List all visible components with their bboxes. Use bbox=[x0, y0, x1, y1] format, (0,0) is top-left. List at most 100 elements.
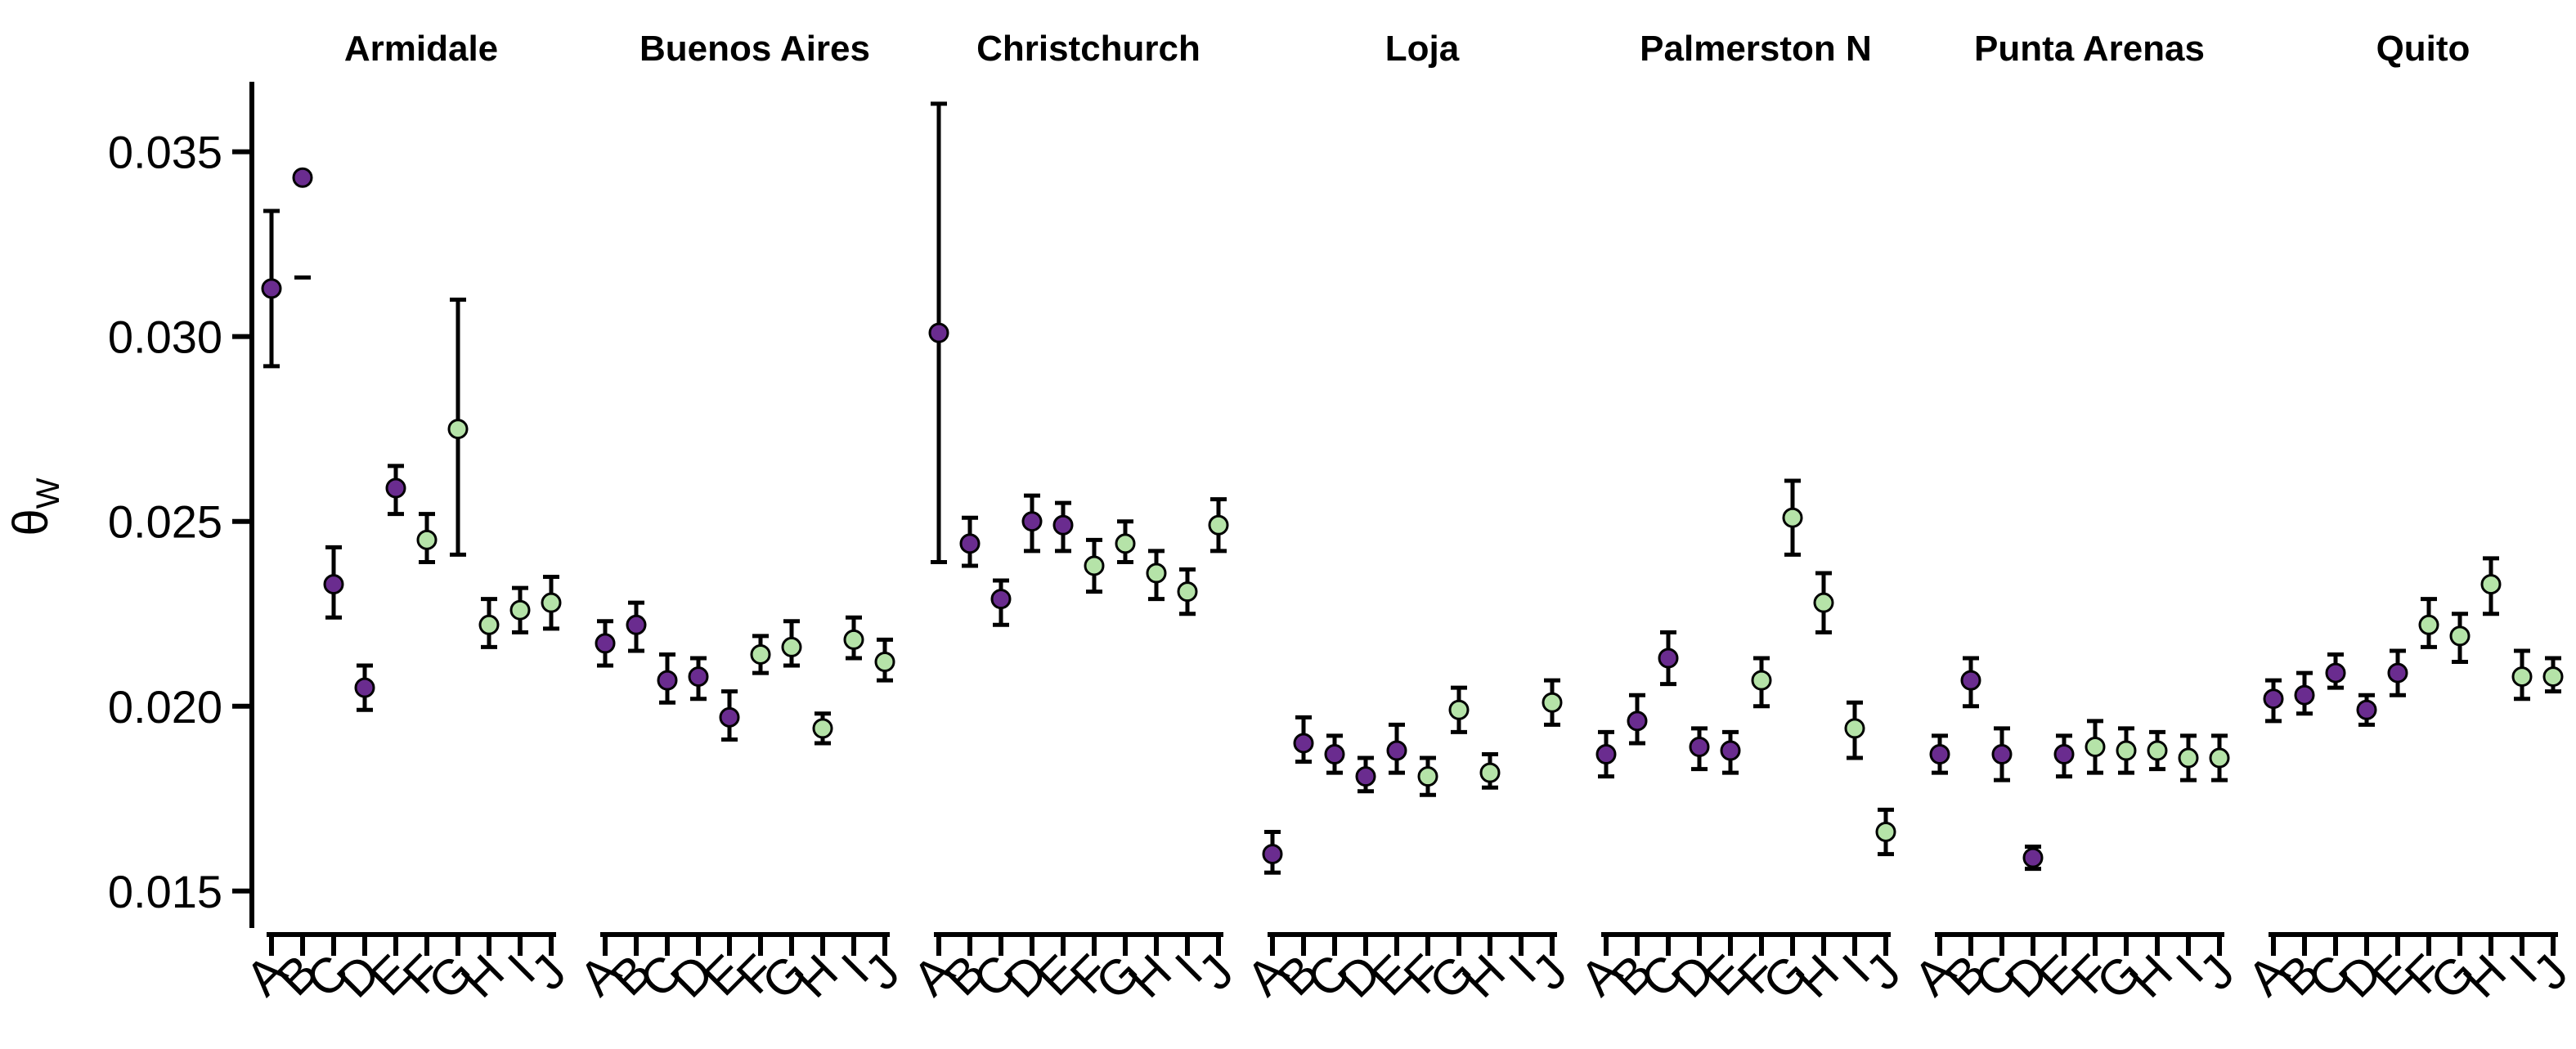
point-marker bbox=[1084, 555, 1105, 576]
point-marker bbox=[385, 477, 406, 499]
point-marker bbox=[1293, 733, 1314, 754]
data-point-B bbox=[1960, 656, 1981, 709]
point-marker bbox=[1960, 670, 1981, 691]
data-point-G bbox=[1115, 519, 1136, 564]
panel-title: Armidale bbox=[344, 29, 498, 69]
data-point-I bbox=[1177, 567, 1198, 616]
point-marker bbox=[1542, 692, 1563, 713]
point-marker bbox=[1720, 740, 1741, 761]
point-marker bbox=[1448, 699, 1470, 720]
point-marker bbox=[2542, 666, 2564, 688]
data-point-E bbox=[385, 464, 406, 517]
data-point-D bbox=[2356, 693, 2377, 727]
data-point-E bbox=[1052, 500, 1074, 554]
data-point-G bbox=[2449, 612, 2471, 664]
data-point-C bbox=[1658, 630, 1679, 687]
data-point-A bbox=[1595, 729, 1617, 779]
data-point-J bbox=[2542, 656, 2564, 694]
point-marker bbox=[1417, 766, 1438, 787]
data-point-F bbox=[1417, 755, 1438, 797]
data-point-I bbox=[2178, 733, 2199, 782]
point-marker bbox=[2387, 662, 2408, 684]
data-point-E bbox=[1386, 722, 1407, 775]
data-point-B bbox=[1627, 693, 1648, 746]
data-point-C bbox=[657, 652, 678, 705]
point-marker bbox=[2022, 847, 2044, 868]
data-point-J bbox=[2209, 733, 2230, 782]
data-point-I bbox=[843, 615, 864, 661]
data-point-B bbox=[626, 600, 647, 653]
point-marker bbox=[478, 614, 500, 635]
point-marker bbox=[1929, 744, 1950, 765]
y-tick-label: 0.015 bbox=[108, 866, 222, 917]
point-marker bbox=[416, 529, 438, 550]
data-point-J bbox=[1208, 497, 1229, 554]
point-marker bbox=[626, 614, 647, 635]
point-marker bbox=[959, 533, 981, 554]
point-marker bbox=[874, 652, 895, 672]
point-marker bbox=[1021, 511, 1043, 532]
point-marker bbox=[1177, 581, 1198, 603]
data-point-I bbox=[1844, 700, 1865, 760]
point-marker bbox=[1844, 718, 1865, 739]
point-marker bbox=[2209, 747, 2230, 769]
data-point-G bbox=[781, 619, 802, 668]
data-point-A bbox=[1929, 733, 1950, 775]
point-marker bbox=[1991, 744, 2013, 765]
data-point-H bbox=[1146, 549, 1167, 602]
data-point-G bbox=[447, 297, 469, 557]
point-marker bbox=[781, 636, 802, 657]
point-marker bbox=[447, 419, 469, 440]
data-point-B bbox=[2294, 670, 2315, 716]
data-point-J bbox=[541, 575, 562, 631]
point-marker bbox=[657, 670, 678, 691]
data-point-G bbox=[1448, 685, 1470, 734]
point-marker bbox=[2178, 747, 2199, 769]
point-marker bbox=[509, 599, 531, 621]
point-marker bbox=[541, 592, 562, 613]
data-point-D bbox=[1689, 726, 1710, 772]
data-point-H bbox=[478, 597, 500, 649]
point-marker bbox=[323, 574, 344, 595]
data-point-F bbox=[750, 634, 771, 675]
data-point-D bbox=[2022, 845, 2044, 872]
point-marker bbox=[354, 677, 375, 698]
y-axis-label-theta: θ bbox=[3, 509, 58, 536]
point-marker bbox=[990, 589, 1012, 610]
panel-title: Quito bbox=[2376, 29, 2471, 69]
data-point-H bbox=[2147, 729, 2168, 772]
data-point-J bbox=[1875, 807, 1896, 857]
point-marker bbox=[2116, 740, 2137, 761]
point-marker bbox=[2356, 699, 2377, 720]
data-point-E bbox=[2387, 648, 2408, 697]
data-point-F bbox=[2085, 719, 2106, 775]
data-point-H bbox=[1813, 571, 1834, 634]
y-axis: 0.015 0.020 0.025 0.030 0.035 bbox=[108, 82, 254, 928]
data-point-C bbox=[323, 545, 344, 620]
point-marker bbox=[2325, 662, 2346, 684]
data-point-H bbox=[2480, 556, 2502, 616]
panel-title: Loja bbox=[1385, 29, 1460, 69]
point-marker bbox=[1052, 514, 1074, 536]
point-marker bbox=[1355, 766, 1376, 787]
point-marker bbox=[1658, 648, 1679, 669]
point-marker bbox=[2085, 736, 2106, 757]
panel-title: Buenos Aires bbox=[640, 29, 870, 69]
data-point-D bbox=[1355, 755, 1376, 794]
point-marker bbox=[1115, 533, 1136, 554]
data-point-F bbox=[1084, 537, 1105, 594]
data-point-J bbox=[874, 637, 895, 683]
point-marker bbox=[2147, 740, 2168, 761]
point-marker bbox=[2480, 574, 2502, 595]
data-point-B bbox=[959, 515, 981, 568]
point-marker bbox=[812, 718, 833, 739]
data-point-E bbox=[719, 689, 740, 742]
y-tick-label: 0.020 bbox=[108, 681, 222, 733]
